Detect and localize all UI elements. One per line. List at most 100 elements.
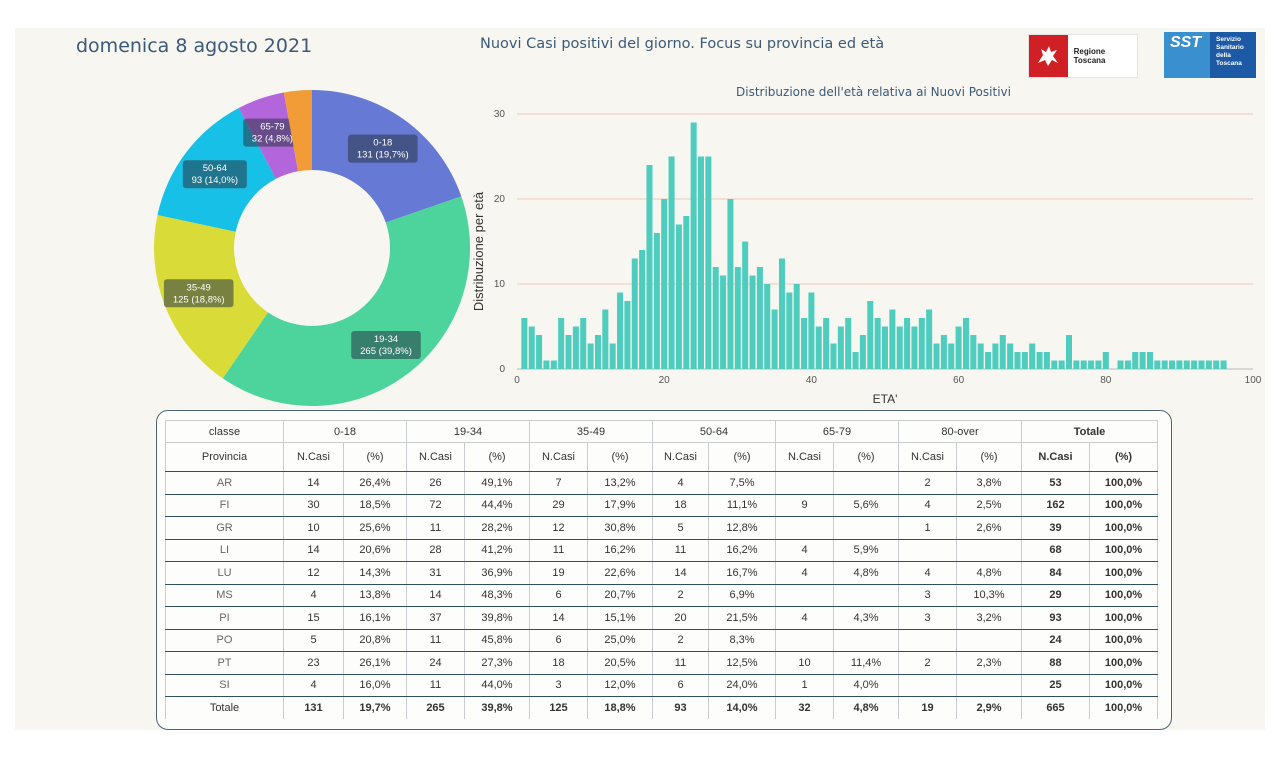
histogram-bar — [999, 335, 1006, 369]
ncasi-cell: 18 — [529, 651, 588, 675]
ncasi-cell: 4 — [898, 494, 957, 517]
pct-cell: 16,0% — [343, 674, 407, 697]
pct-cell: 48,3% — [464, 584, 530, 607]
total-pct-cell: 100,0% — [1089, 584, 1158, 607]
ncasi-cell: 11 — [652, 651, 709, 675]
pct-cell: 20,6% — [343, 539, 407, 562]
age-distribution-histogram: 0 10 20 30 0 20 40 60 80 100 ETA' Distribuzione per… — [471, 109, 1262, 406]
pct-cell: 2,5% — [956, 494, 1022, 517]
ncasi-cell: 11 — [406, 674, 465, 697]
histogram-bar — [830, 343, 837, 369]
ncasi-cell: 32 — [775, 696, 834, 719]
histogram-bar — [1029, 343, 1036, 369]
ncasi-cell: 6 — [529, 584, 588, 607]
ncasi-cell: 14 — [652, 561, 709, 585]
ncasi-cell: 24 — [406, 651, 465, 675]
ncasi-header: N.Casi — [898, 442, 957, 472]
total-ncasi-cell: 68 — [1021, 539, 1090, 562]
histogram-bar — [1205, 360, 1212, 369]
pct-cell: 8,3% — [708, 629, 776, 652]
histogram-bar — [1220, 360, 1227, 369]
histogram-bar — [1058, 360, 1065, 369]
pct-cell: 44,4% — [464, 494, 530, 517]
histogram-bar — [565, 335, 572, 369]
histogram-bar — [1095, 360, 1102, 369]
ncasi-cell: 5 — [283, 629, 344, 652]
histogram-bar — [712, 267, 719, 369]
ncasi-cell: 15 — [283, 606, 344, 630]
ncasi-cell: 125 — [529, 696, 588, 719]
provincia-header: Provincia — [165, 442, 284, 472]
ncasi-cell: 20 — [652, 606, 709, 630]
x-tick-label: 80 — [1100, 375, 1112, 386]
pct-cell: 11,1% — [708, 494, 776, 517]
pct-cell: 26,1% — [343, 651, 407, 675]
histogram-bar — [690, 122, 697, 369]
y-tick-label: 30 — [494, 109, 506, 120]
group-header: 35-49 — [529, 420, 653, 443]
ncasi-cell: 26 — [406, 471, 465, 495]
pct-cell — [956, 674, 1022, 697]
histogram-bar — [918, 318, 925, 369]
pct-cell: 21,5% — [708, 606, 776, 630]
pct-cell: 18,5% — [343, 494, 407, 517]
pct-cell: 16,2% — [708, 539, 776, 562]
ncasi-cell — [898, 539, 957, 562]
histogram-bar — [646, 165, 653, 369]
ncasi-cell: 10 — [775, 651, 834, 675]
histogram-bar — [536, 335, 543, 369]
histogram-bar — [926, 309, 933, 369]
histogram-bar — [543, 360, 550, 369]
pct-cell: 41,2% — [464, 539, 530, 562]
group-header: 80-over — [898, 420, 1022, 443]
regione-toscana-logo: Regione Toscana — [1028, 34, 1138, 78]
histogram-bar — [808, 292, 815, 369]
sst-mark-icon: SST — [1164, 32, 1210, 78]
histogram-bar — [1102, 352, 1109, 369]
total-ncasi-cell: 24 — [1021, 629, 1090, 652]
pct-cell — [956, 539, 1022, 562]
histogram-bar — [911, 326, 918, 369]
ncasi-cell: 29 — [529, 494, 588, 517]
pct-cell: 45,8% — [464, 629, 530, 652]
histogram-bar — [1021, 352, 1028, 369]
provincia-cell: FI — [165, 494, 284, 517]
pct-cell: 16,7% — [708, 561, 776, 585]
pct-header: (%) — [833, 442, 899, 472]
pct-cell: 22,6% — [587, 561, 653, 585]
ncasi-header: N.Casi — [529, 442, 588, 472]
ncasi-cell: 1 — [775, 674, 834, 697]
pct-cell: 15,1% — [587, 606, 653, 630]
ncasi-cell: 30 — [283, 494, 344, 517]
histogram-bar — [1161, 360, 1168, 369]
ncasi-cell: 14 — [529, 606, 588, 630]
total-ncasi-cell: 665 — [1021, 696, 1090, 719]
histogram-bar — [572, 326, 579, 369]
histogram-bar — [881, 326, 889, 369]
ncasi-cell: 37 — [406, 606, 465, 630]
histogram-bar — [1007, 343, 1014, 369]
histogram-bar — [970, 335, 977, 369]
histogram-bar — [742, 241, 749, 369]
x-tick-label: 100 — [1245, 375, 1262, 386]
histogram-bar — [756, 267, 763, 369]
histogram-bar — [933, 343, 940, 369]
histogram-bar — [683, 216, 690, 369]
provincia-cell: AR — [165, 471, 284, 495]
total-ncasi-cell: 25 — [1021, 674, 1090, 697]
svg-text:131 (19,7%): 131 (19,7%) — [357, 150, 409, 161]
histogram-bar — [624, 301, 631, 369]
pct-cell: 5,9% — [833, 539, 899, 562]
histogram-bar — [602, 309, 609, 369]
pegasus-icon — [1029, 35, 1068, 77]
histogram-bar — [955, 326, 962, 369]
pct-cell: 19,7% — [343, 696, 407, 719]
total-pct-cell: 100,0% — [1089, 561, 1158, 585]
histogram-bar — [889, 309, 896, 369]
pct-cell: 30,8% — [587, 516, 653, 540]
pct-cell: 13,8% — [343, 584, 407, 607]
table-row: AR 14 26,4% 26 49,1% 7 13,2% 4 7,5% 2 3,8% 53 100,0% — [165, 471, 1158, 495]
histogram-bar — [1139, 352, 1146, 369]
y-tick-label: 0 — [499, 364, 505, 375]
